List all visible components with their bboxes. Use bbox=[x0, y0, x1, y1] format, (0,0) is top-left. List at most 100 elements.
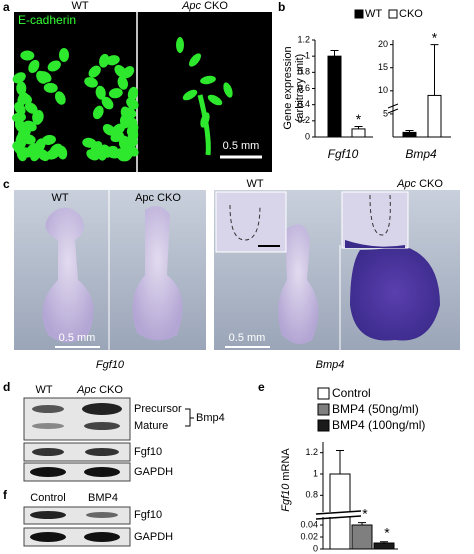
epithelium bbox=[92, 105, 104, 120]
y-tick-label: 0.04 bbox=[300, 519, 318, 529]
panel-label: f bbox=[3, 488, 8, 502]
panel-f: f Control BMP4 Fgf10 GAPDH bbox=[3, 488, 173, 547]
legend-label: Control bbox=[332, 386, 371, 400]
axis-break-gap bbox=[316, 512, 361, 517]
epithelium bbox=[176, 37, 184, 53]
epithelium bbox=[32, 110, 43, 125]
legend-swatch bbox=[317, 387, 330, 400]
epithelium bbox=[114, 64, 127, 78]
outline bbox=[229, 204, 261, 241]
epithelium bbox=[43, 82, 58, 93]
epithelium bbox=[127, 86, 139, 101]
y-tick-label: 5 bbox=[383, 108, 388, 118]
y-tick-label: 1 bbox=[313, 468, 318, 478]
error-bar bbox=[354, 125, 363, 129]
panel-label: a bbox=[3, 0, 10, 14]
legend-swatch bbox=[317, 403, 330, 416]
epithelium bbox=[200, 75, 216, 85]
y-tick-label: 1.2 bbox=[305, 447, 318, 457]
epithelium bbox=[105, 55, 120, 66]
gene: Apc bbox=[396, 178, 416, 190]
label: Apc CKO bbox=[181, 0, 228, 12]
stain bbox=[345, 240, 405, 248]
band bbox=[32, 405, 64, 413]
epithelium bbox=[102, 124, 116, 136]
band-label: GAPDH bbox=[134, 466, 173, 478]
epithelium bbox=[97, 146, 108, 161]
y-tick-label: 0.02 bbox=[300, 531, 318, 541]
epithelium bbox=[98, 53, 110, 68]
y-tick-label: 0.6 bbox=[297, 83, 310, 93]
y-tick-label: 15 bbox=[378, 62, 388, 72]
label: Apc CKO bbox=[135, 192, 181, 204]
lane-label: Apc CKO bbox=[76, 384, 123, 396]
epithelium bbox=[54, 91, 66, 105]
gene-label: Fgf10 bbox=[96, 359, 125, 371]
panel-label: b bbox=[278, 0, 285, 14]
suffix: CKO bbox=[419, 178, 443, 190]
band-label: Mature bbox=[134, 420, 168, 432]
tissue bbox=[278, 224, 319, 344]
bar bbox=[327, 55, 342, 138]
inset bbox=[341, 191, 409, 249]
blot bbox=[23, 442, 131, 462]
legend-label: BMP4 (50ng/ml) bbox=[332, 402, 419, 416]
legend-label: CKO bbox=[399, 8, 423, 20]
gene: Apc bbox=[76, 384, 96, 396]
y-tick-label: 10 bbox=[378, 85, 388, 95]
scale-label: 0.5 mm bbox=[229, 332, 266, 344]
tissue bbox=[132, 206, 183, 341]
band bbox=[30, 467, 66, 477]
suffix: CKO bbox=[99, 384, 123, 396]
y-tick-label: 0 bbox=[313, 543, 318, 553]
axis-break bbox=[387, 103, 399, 114]
epithelium bbox=[13, 143, 26, 156]
band bbox=[32, 423, 64, 429]
y-axis-label: Gene expression bbox=[282, 46, 294, 129]
epithelium bbox=[82, 137, 97, 148]
inset bbox=[215, 191, 287, 253]
group-label: Bmp4 bbox=[196, 412, 225, 424]
legend-swatch bbox=[317, 419, 330, 432]
error-bar bbox=[336, 450, 344, 474]
gene-label: Bmp4 bbox=[316, 359, 345, 371]
outline bbox=[369, 194, 391, 236]
error-bar bbox=[405, 130, 414, 133]
band-label: GAPDH bbox=[134, 531, 173, 543]
annotation: * bbox=[384, 525, 390, 541]
label: WT bbox=[246, 178, 263, 190]
legend-swatch bbox=[388, 9, 398, 19]
epithelium bbox=[223, 82, 233, 98]
legend-swatch bbox=[354, 9, 364, 19]
scale-label: 0.5 mm bbox=[59, 332, 96, 344]
band bbox=[30, 511, 66, 519]
annotation: * bbox=[356, 111, 362, 127]
band bbox=[85, 448, 119, 456]
panel-c: c WT Apc CKO WT Apc CKO 0.5 mm 0.5 mm Fgf… bbox=[3, 177, 460, 371]
lane-label: BMP4 bbox=[88, 492, 118, 504]
band bbox=[84, 532, 120, 542]
epithelium bbox=[189, 53, 201, 67]
scale-label: 0.5 mm bbox=[223, 140, 260, 152]
panel-label: e bbox=[258, 380, 265, 394]
bar bbox=[351, 524, 373, 550]
y-tick-label: 0.4 bbox=[297, 99, 310, 109]
error-bar bbox=[330, 50, 339, 57]
label: Apc CKO bbox=[396, 178, 443, 190]
panel-label: d bbox=[3, 380, 10, 394]
y-tick-label: 20 bbox=[378, 39, 388, 49]
band bbox=[84, 467, 120, 477]
bar bbox=[373, 542, 395, 550]
axis-break bbox=[315, 510, 362, 520]
epithelium bbox=[12, 112, 26, 123]
lane-label: Control bbox=[30, 492, 65, 504]
epithelium bbox=[28, 59, 40, 74]
y-tick-label: 0.8 bbox=[305, 490, 318, 500]
epithelium bbox=[182, 89, 198, 101]
epithelium bbox=[23, 120, 37, 132]
epithelium bbox=[16, 81, 27, 96]
gene: Fgf10 bbox=[280, 483, 292, 512]
bracket bbox=[185, 408, 194, 427]
y-tick-label: 1.2 bbox=[297, 34, 310, 44]
